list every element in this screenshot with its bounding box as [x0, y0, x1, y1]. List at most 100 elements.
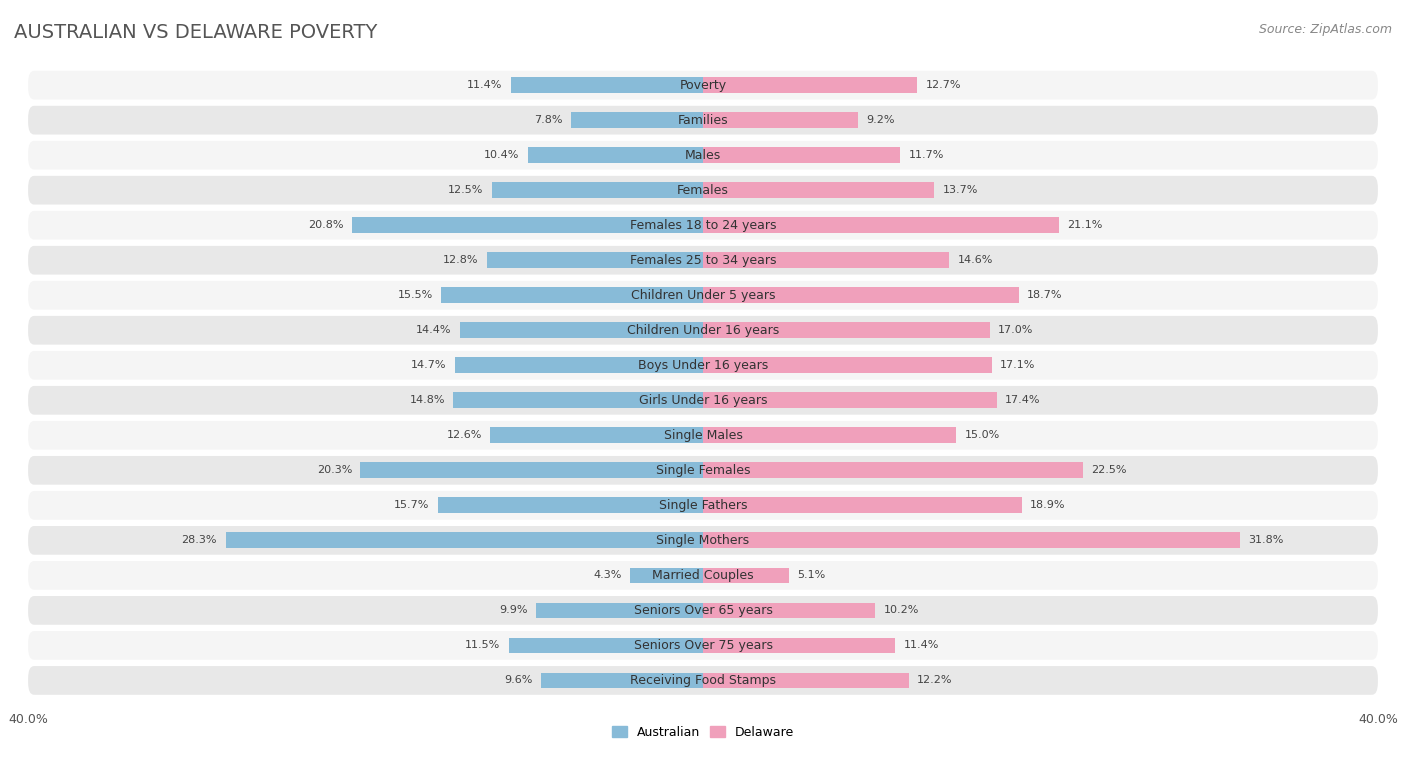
- FancyBboxPatch shape: [28, 176, 1378, 205]
- Text: 31.8%: 31.8%: [1249, 535, 1284, 545]
- Text: 12.8%: 12.8%: [443, 255, 478, 265]
- Text: 18.9%: 18.9%: [1031, 500, 1066, 510]
- Text: Single Males: Single Males: [664, 429, 742, 442]
- Text: 9.9%: 9.9%: [499, 606, 527, 615]
- Text: Single Mothers: Single Mothers: [657, 534, 749, 547]
- Text: 22.5%: 22.5%: [1091, 465, 1126, 475]
- FancyBboxPatch shape: [28, 596, 1378, 625]
- Bar: [703, 358, 991, 373]
- Text: Boys Under 16 years: Boys Under 16 years: [638, 359, 768, 371]
- Text: 7.8%: 7.8%: [534, 115, 562, 125]
- Text: 12.6%: 12.6%: [447, 431, 482, 440]
- Text: 14.6%: 14.6%: [957, 255, 993, 265]
- FancyBboxPatch shape: [28, 70, 1378, 99]
- FancyBboxPatch shape: [28, 561, 1378, 590]
- Bar: [486, 252, 703, 268]
- FancyBboxPatch shape: [28, 386, 1378, 415]
- Bar: [703, 252, 949, 268]
- Bar: [703, 147, 900, 163]
- Bar: [703, 462, 1083, 478]
- Text: 12.2%: 12.2%: [917, 675, 953, 685]
- Bar: [630, 568, 703, 583]
- Bar: [510, 77, 703, 93]
- FancyBboxPatch shape: [28, 421, 1378, 449]
- Text: 21.1%: 21.1%: [1067, 221, 1102, 230]
- Text: Males: Males: [685, 149, 721, 161]
- Text: AUSTRALIAN VS DELAWARE POVERTY: AUSTRALIAN VS DELAWARE POVERTY: [14, 23, 377, 42]
- Text: Children Under 16 years: Children Under 16 years: [627, 324, 779, 337]
- Text: 4.3%: 4.3%: [593, 570, 621, 581]
- Bar: [703, 497, 1022, 513]
- Text: 5.1%: 5.1%: [797, 570, 825, 581]
- Text: 13.7%: 13.7%: [942, 185, 979, 196]
- Bar: [352, 218, 703, 233]
- Text: 11.4%: 11.4%: [904, 641, 939, 650]
- Text: Receiving Food Stamps: Receiving Food Stamps: [630, 674, 776, 687]
- Bar: [536, 603, 703, 619]
- Text: 14.8%: 14.8%: [409, 396, 444, 406]
- Text: Children Under 5 years: Children Under 5 years: [631, 289, 775, 302]
- FancyBboxPatch shape: [28, 246, 1378, 274]
- Bar: [703, 568, 789, 583]
- Bar: [703, 287, 1018, 303]
- Text: 10.4%: 10.4%: [484, 150, 519, 160]
- Text: 14.4%: 14.4%: [416, 325, 451, 335]
- Text: Seniors Over 65 years: Seniors Over 65 years: [634, 604, 772, 617]
- FancyBboxPatch shape: [28, 631, 1378, 659]
- Text: 18.7%: 18.7%: [1026, 290, 1063, 300]
- Text: 9.6%: 9.6%: [505, 675, 533, 685]
- FancyBboxPatch shape: [28, 526, 1378, 555]
- Bar: [703, 428, 956, 443]
- Text: Poverty: Poverty: [679, 79, 727, 92]
- FancyBboxPatch shape: [28, 316, 1378, 345]
- FancyBboxPatch shape: [28, 141, 1378, 170]
- Bar: [703, 218, 1059, 233]
- Text: 11.5%: 11.5%: [465, 641, 501, 650]
- Text: 9.2%: 9.2%: [866, 115, 896, 125]
- Text: Single Fathers: Single Fathers: [659, 499, 747, 512]
- FancyBboxPatch shape: [28, 491, 1378, 520]
- Bar: [509, 637, 703, 653]
- Bar: [703, 672, 908, 688]
- Text: 20.8%: 20.8%: [308, 221, 343, 230]
- Bar: [491, 428, 703, 443]
- Bar: [441, 287, 703, 303]
- Bar: [453, 393, 703, 408]
- Text: Seniors Over 75 years: Seniors Over 75 years: [634, 639, 772, 652]
- Bar: [460, 322, 703, 338]
- Text: 12.5%: 12.5%: [449, 185, 484, 196]
- Text: 17.1%: 17.1%: [1000, 360, 1035, 370]
- Bar: [703, 77, 917, 93]
- Text: Females: Females: [678, 183, 728, 196]
- Text: Females 25 to 34 years: Females 25 to 34 years: [630, 254, 776, 267]
- Text: 17.0%: 17.0%: [998, 325, 1033, 335]
- Text: 17.4%: 17.4%: [1005, 396, 1040, 406]
- Bar: [360, 462, 703, 478]
- Bar: [456, 358, 703, 373]
- Text: 15.7%: 15.7%: [394, 500, 430, 510]
- Text: Girls Under 16 years: Girls Under 16 years: [638, 394, 768, 407]
- Bar: [703, 603, 875, 619]
- Bar: [225, 532, 703, 548]
- Text: Source: ZipAtlas.com: Source: ZipAtlas.com: [1258, 23, 1392, 36]
- Bar: [703, 532, 1240, 548]
- FancyBboxPatch shape: [28, 351, 1378, 380]
- Text: 14.7%: 14.7%: [411, 360, 447, 370]
- Text: 11.4%: 11.4%: [467, 80, 502, 90]
- Text: 10.2%: 10.2%: [883, 606, 920, 615]
- Bar: [703, 393, 997, 408]
- Text: 15.0%: 15.0%: [965, 431, 1000, 440]
- FancyBboxPatch shape: [28, 211, 1378, 240]
- Text: 12.7%: 12.7%: [925, 80, 962, 90]
- Text: Families: Families: [678, 114, 728, 127]
- Bar: [703, 183, 934, 198]
- FancyBboxPatch shape: [28, 281, 1378, 309]
- Bar: [703, 637, 896, 653]
- Bar: [703, 112, 858, 128]
- Text: 15.5%: 15.5%: [398, 290, 433, 300]
- Text: 20.3%: 20.3%: [316, 465, 352, 475]
- FancyBboxPatch shape: [28, 456, 1378, 484]
- Bar: [703, 322, 990, 338]
- Text: Married Couples: Married Couples: [652, 569, 754, 582]
- Bar: [492, 183, 703, 198]
